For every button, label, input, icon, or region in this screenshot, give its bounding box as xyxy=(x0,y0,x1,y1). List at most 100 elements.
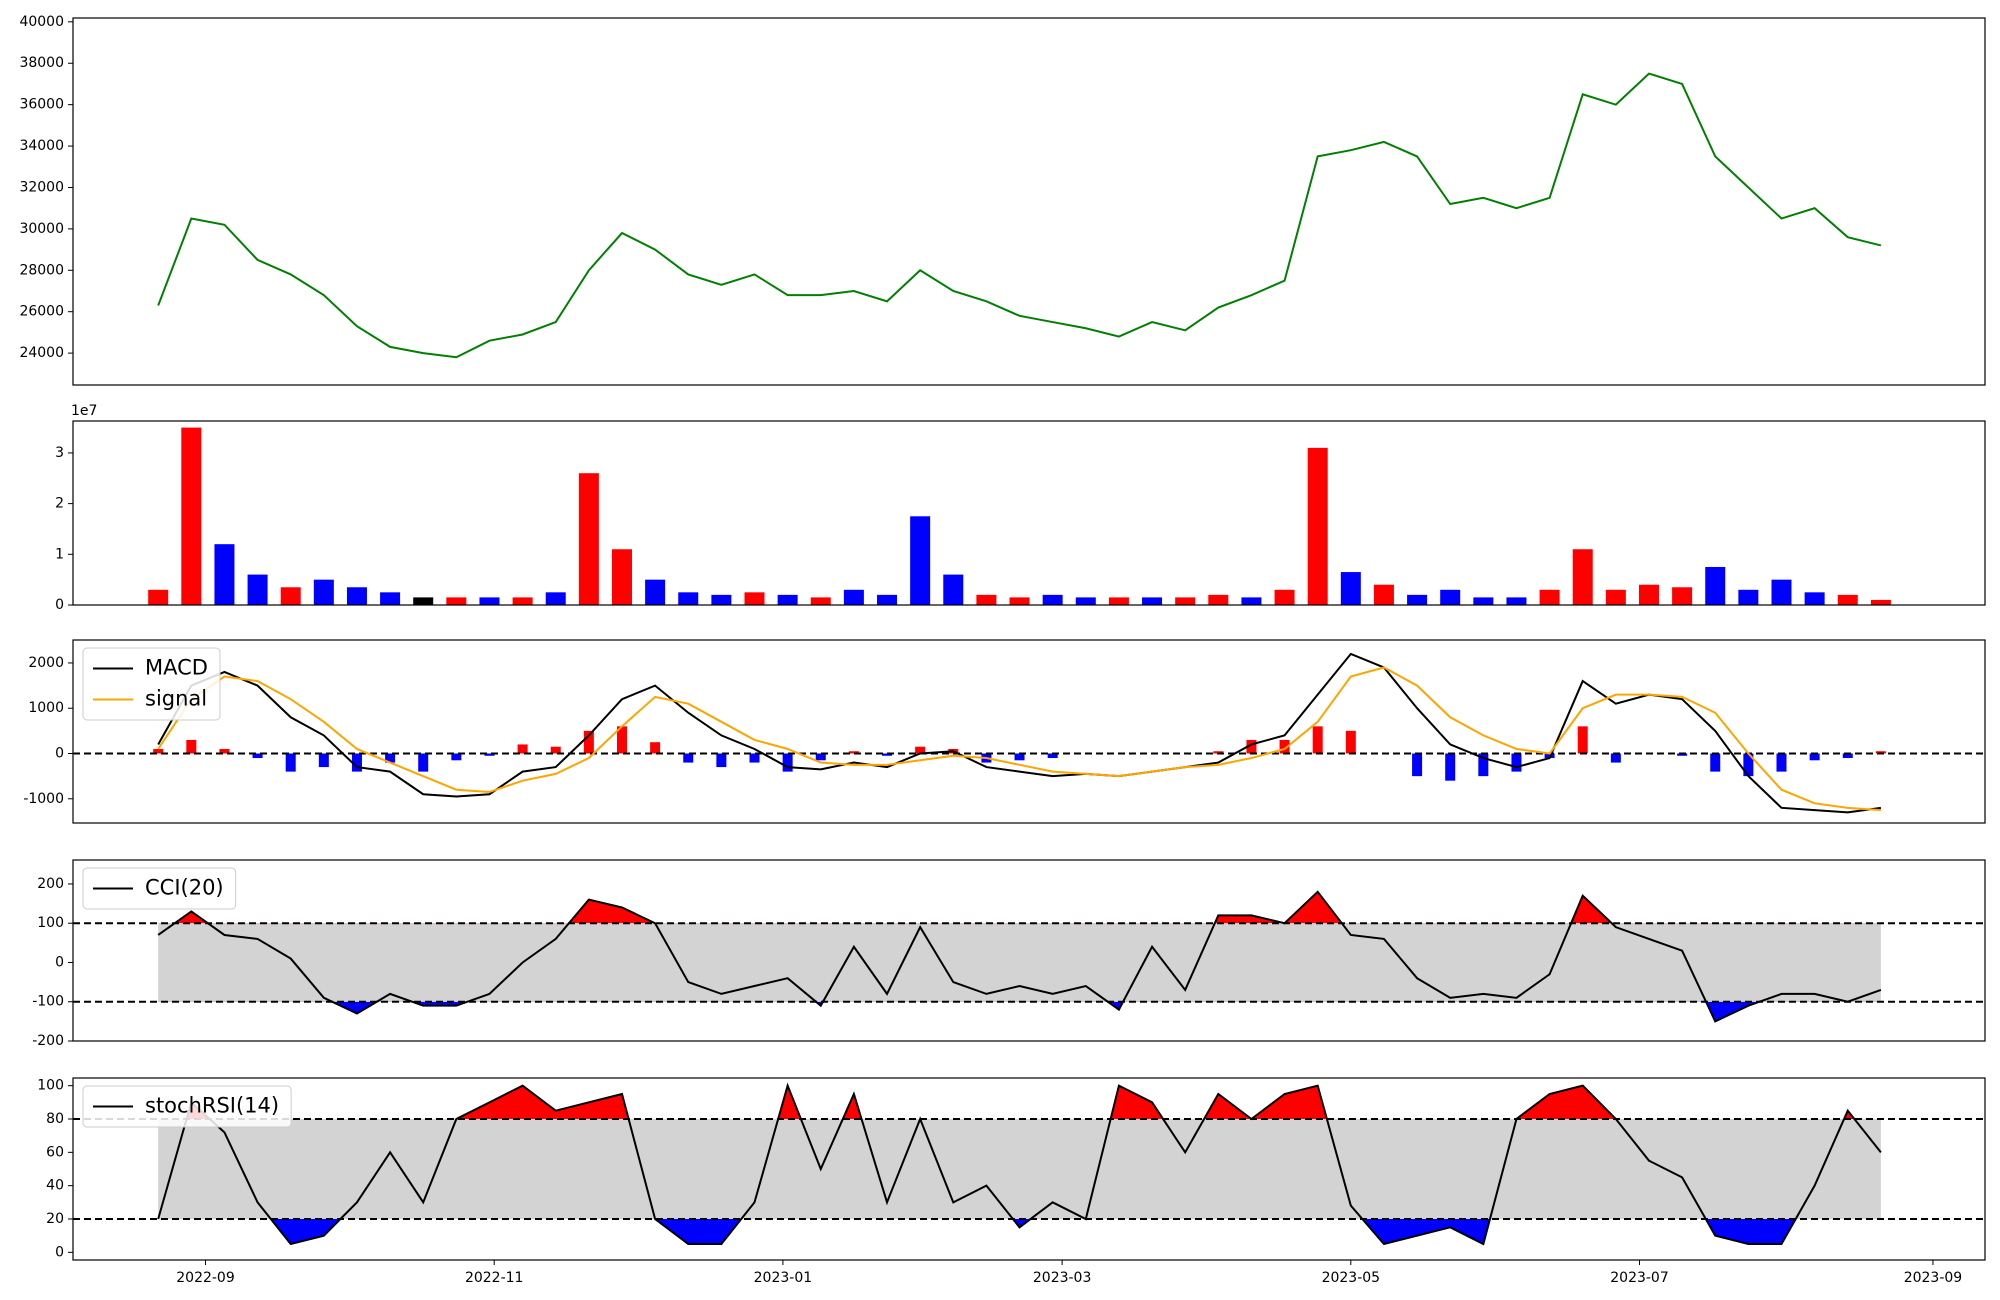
legend-box xyxy=(82,1085,292,1128)
volume-bar xyxy=(1473,597,1494,605)
volume-bar xyxy=(1870,599,1891,605)
volume-bar xyxy=(843,589,864,605)
y-tick-label: 80 xyxy=(46,1111,64,1127)
histogram-bar xyxy=(1842,753,1853,759)
histogram-bar xyxy=(484,753,495,756)
volume-bar xyxy=(1804,592,1825,605)
histogram-bar xyxy=(1279,739,1290,754)
y-tick-label: 26000 xyxy=(19,304,64,320)
volume-bar xyxy=(313,579,334,605)
histogram-bar xyxy=(1412,753,1423,777)
histogram-bar xyxy=(915,746,926,754)
x-tick-label: 2023-05 xyxy=(1322,1270,1381,1286)
volume-bar xyxy=(545,592,566,605)
volume-bar xyxy=(446,597,467,605)
volume-bar xyxy=(148,589,169,605)
histogram-bar xyxy=(219,748,230,754)
volume-bar xyxy=(1142,597,1163,605)
histogram-bar xyxy=(1047,753,1058,759)
histogram-bar xyxy=(749,753,760,763)
y-tick-label: 32000 xyxy=(19,179,64,195)
histogram-bar xyxy=(418,753,429,772)
volume-bar xyxy=(910,516,931,605)
volume-bar xyxy=(1208,594,1229,605)
histogram-bar xyxy=(716,753,727,768)
y-tick-label: 36000 xyxy=(19,97,64,113)
histogram-bar xyxy=(1610,753,1621,763)
histogram-bar xyxy=(318,753,329,768)
threshold-fill xyxy=(174,891,1612,924)
threshold-fill xyxy=(158,1001,1881,1022)
y-tick-label: 60 xyxy=(46,1144,64,1160)
series-line xyxy=(157,666,1881,812)
histogram-bar xyxy=(285,753,296,772)
volume-bar xyxy=(181,427,202,605)
histogram-bar xyxy=(1246,739,1257,754)
y-tick-label: 3 xyxy=(55,445,64,461)
histogram-bar xyxy=(583,730,594,754)
histogram-bar xyxy=(1776,753,1787,772)
volume-bar xyxy=(645,579,666,605)
volume-bar xyxy=(810,597,831,605)
volume-bar xyxy=(1605,589,1626,605)
histogram-bar xyxy=(1743,753,1754,777)
y-tick-label: -200 xyxy=(32,1033,64,1049)
histogram-bar xyxy=(1213,751,1224,754)
volume-bar xyxy=(777,594,798,605)
histogram-bar xyxy=(351,753,362,772)
legend-label: CCI(20) xyxy=(145,876,224,900)
volume-bar xyxy=(1738,589,1759,605)
y-tick-label: 1 xyxy=(55,546,64,562)
histogram-bar xyxy=(550,746,561,754)
threshold-fill xyxy=(158,1085,1881,1119)
y-tick-label: 0 xyxy=(55,1244,64,1260)
volume-bar xyxy=(1539,589,1560,605)
histogram-bar xyxy=(385,753,396,763)
volume-bar xyxy=(1837,594,1858,605)
volume-bar xyxy=(1440,589,1461,605)
volume-bar xyxy=(976,594,997,605)
volume-bar xyxy=(380,592,401,605)
histogram-bar xyxy=(517,744,528,754)
y-tick-label: -100 xyxy=(32,994,64,1010)
legend-label: stochRSI(14) xyxy=(145,1094,279,1118)
x-tick-label: 2022-11 xyxy=(465,1270,524,1286)
offset-label: 1e7 xyxy=(71,403,97,419)
y-tick-label: 2 xyxy=(55,496,64,512)
volume-bar xyxy=(479,597,500,605)
histogram-bar xyxy=(1014,753,1025,761)
y-tick-label: 0 xyxy=(55,954,64,970)
histogram-bar xyxy=(848,751,859,754)
histogram-bar xyxy=(153,748,164,754)
plot-frame xyxy=(72,420,1986,606)
volume-bar xyxy=(943,574,964,605)
y-tick-label: 20 xyxy=(46,1211,64,1227)
y-tick-label: 2000 xyxy=(28,655,64,671)
volume-bar xyxy=(1108,597,1129,605)
volume-bar xyxy=(1340,572,1361,605)
plot-frame xyxy=(72,17,1986,386)
volume-bar xyxy=(1638,584,1659,605)
histogram-bar xyxy=(1577,726,1588,754)
x-tick-label: 2022-09 xyxy=(176,1270,235,1286)
y-tick-label: 38000 xyxy=(19,55,64,71)
volume-bar xyxy=(1009,597,1030,605)
threshold-fill xyxy=(158,1219,1881,1244)
histogram-bar xyxy=(1809,753,1820,761)
legend-label: signal xyxy=(145,687,207,711)
legend-label: MACD xyxy=(145,656,208,680)
volume-bar xyxy=(1042,594,1063,605)
y-tick-label: 40 xyxy=(46,1178,64,1194)
histogram-bar xyxy=(882,753,893,756)
histogram-bar xyxy=(186,739,197,754)
volume-bar xyxy=(578,473,599,605)
series-line xyxy=(157,890,1882,1023)
histogram-bar xyxy=(451,753,462,761)
x-tick-label: 2023-09 xyxy=(1904,1270,1963,1286)
histogram-bar xyxy=(1312,726,1323,754)
y-tick-label: 100 xyxy=(37,915,64,931)
y-tick-label: 100 xyxy=(37,1078,64,1094)
plot-frame xyxy=(72,639,1986,824)
histogram-bar xyxy=(252,753,263,759)
histogram-bar xyxy=(815,753,826,761)
